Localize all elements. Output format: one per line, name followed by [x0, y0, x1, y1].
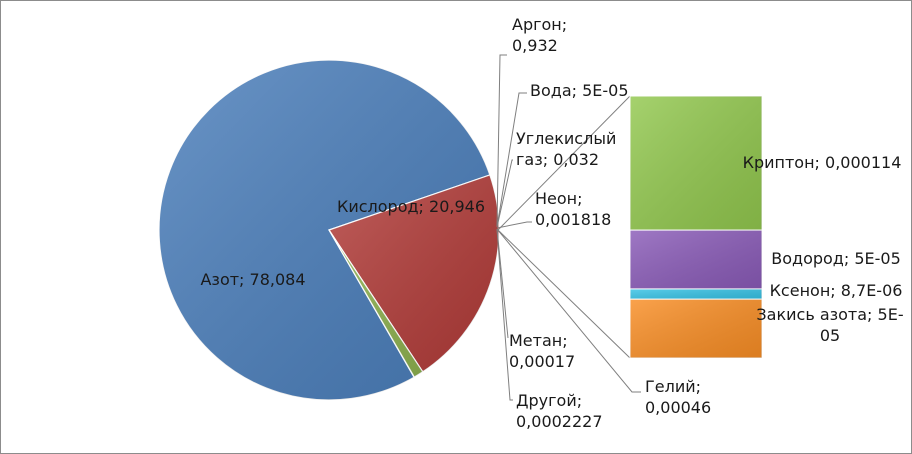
leader-line-вода	[496, 92, 527, 228]
connector-line-top	[497, 95, 631, 231]
bar-segment-shading	[630, 288, 762, 300]
data-label-аргон: Аргон; 0,932	[512, 15, 567, 55]
leader-line-углекислый-газ	[496, 159, 513, 228]
data-label-вода: Вода; 5E-05	[530, 81, 629, 100]
data-label-закись-азота: Закись азота; 5E-05	[756, 305, 903, 345]
leader-line-гелий	[496, 228, 641, 393]
leader-line-другой	[496, 228, 513, 401]
data-label-криптон: Криптон; 0,000114	[743, 153, 902, 172]
pie-slice-гелий	[328, 229, 415, 378]
data-label-гелий: Гелий; 0,00046	[645, 377, 711, 417]
bar-segment-shading	[630, 230, 762, 289]
leader-line-аргон	[496, 54, 507, 227]
data-label-другой: Другой; 0,0002227	[516, 391, 603, 431]
data-label-водород: Водород; 5E-05	[771, 249, 901, 268]
data-label-азот: Азот; 78,084	[200, 270, 305, 289]
bar-segment-shading	[630, 299, 762, 358]
connector-line-bottom	[497, 229, 631, 359]
leader-line-неон	[496, 221, 532, 229]
data-label-неон: Неон; 0,001818	[535, 189, 611, 229]
data-label-метан: Метан; 0,00017	[509, 331, 575, 371]
data-label-кислород: Кислород; 20,946	[337, 197, 485, 216]
data-label-ксенон: Ксенон; 8,7E-06	[770, 281, 903, 300]
bar-segment-shading	[630, 96, 762, 231]
data-label-углекислый-газ: Углекислый газ; 0,032	[516, 129, 616, 169]
